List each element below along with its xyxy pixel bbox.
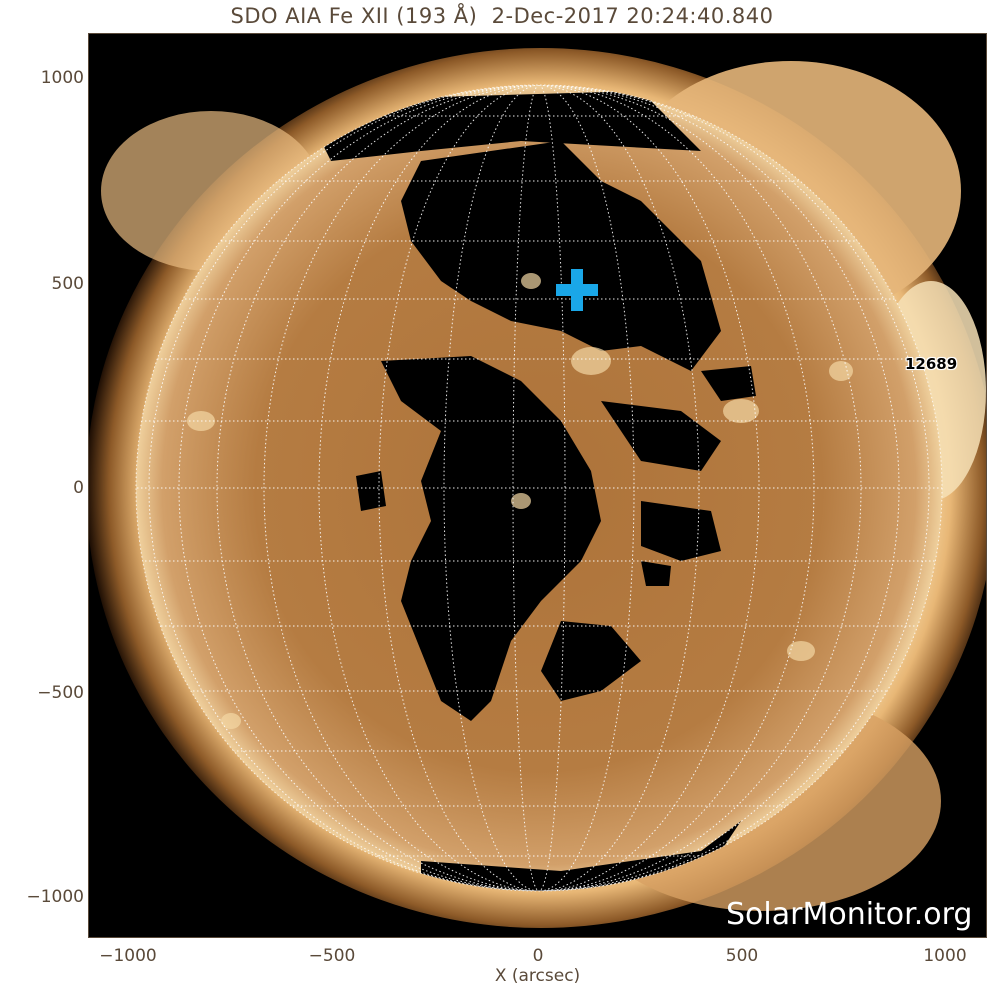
y-tick-label: −500 — [37, 683, 84, 703]
y-tick-label: 1000 — [40, 68, 84, 88]
active-region-label: 12689 — [905, 355, 958, 373]
watermark: SolarMonitor.org — [726, 897, 973, 932]
x-tick-label: 0 — [532, 946, 544, 966]
bright-regions — [187, 273, 853, 729]
y-tick-label: 0 — [73, 478, 84, 498]
y-tick-label: 500 — [51, 274, 84, 294]
plot-title: SDO AIA Fe XII (193 Å) 2-Dec-2017 20:24:… — [230, 4, 774, 28]
y-tick-label: −1000 — [26, 887, 84, 907]
x-tick-label: −500 — [308, 946, 356, 966]
limb-outline — [135, 84, 943, 892]
plus-marker-icon — [556, 269, 598, 311]
x-tick-label: −1000 — [99, 946, 157, 966]
x-tick-label: 500 — [725, 946, 759, 966]
x-tick-label: 1000 — [923, 946, 967, 966]
solar-image-frame: 12689 SolarMonitor.org — [88, 33, 987, 938]
x-axis-label: X (arcsec) — [494, 966, 581, 986]
coronal-holes — [301, 91, 756, 891]
solar-disk-image — [89, 48, 986, 928]
